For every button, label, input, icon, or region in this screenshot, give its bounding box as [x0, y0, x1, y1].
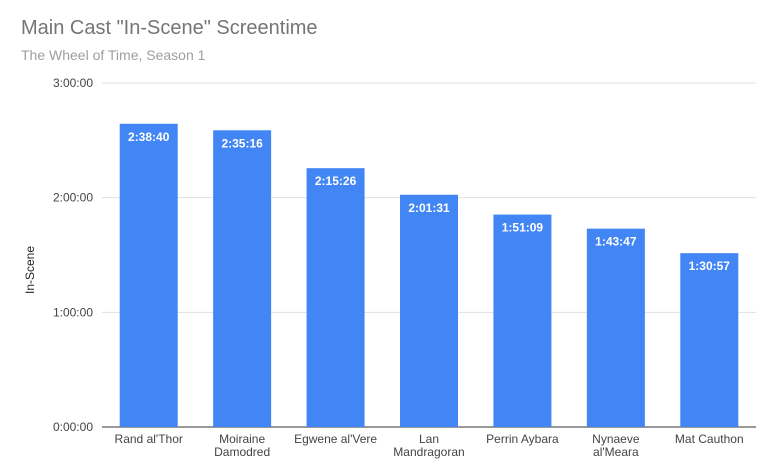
bar — [306, 168, 365, 427]
chart-subtitle: The Wheel of Time, Season 1 — [21, 47, 206, 63]
chart-title: Main Cast "In-Scene" Screentime — [21, 17, 318, 39]
bar-value-label: 1:43:47 — [595, 235, 637, 249]
data-labels: 2:38:40 2:35:16 2:15:26 2:01:31 1:51:09 1:43:… — [128, 130, 730, 273]
x-category-label: Rand al'Thor — [115, 432, 183, 446]
bar-value-label: 1:51:09 — [502, 221, 544, 235]
bars — [119, 123, 739, 428]
x-category-label: Moiraine Damodred — [214, 432, 270, 459]
y-tick-label: 0:00:00 — [53, 420, 93, 434]
bar-value-label: 1:30:57 — [689, 259, 731, 273]
bar — [400, 194, 458, 427]
x-category-label-line: Egwene al'Vere — [294, 432, 377, 446]
x-category-label: Egwene al'Vere — [294, 432, 377, 446]
x-category-label-line: Mandragoran — [393, 445, 464, 459]
y-tick-label: 3:00:00 — [53, 76, 93, 90]
bar-value-label: 2:38:40 — [128, 130, 170, 144]
x-category-label-line: Perrin Aybara — [486, 432, 559, 446]
x-category-label: Mat Cauthon — [675, 432, 744, 446]
bar — [586, 228, 645, 427]
bar-value-label: 2:01:31 — [408, 201, 450, 215]
bar — [119, 123, 178, 427]
x-category-label-line: Lan — [419, 432, 439, 446]
x-category-label: Lan Mandragoran — [393, 432, 464, 459]
x-category-label: Nynaeve al'Meara — [592, 432, 640, 459]
x-category-label: Perrin Aybara — [486, 432, 559, 446]
x-category-label-line: Nynaeve — [592, 432, 640, 446]
bar — [680, 253, 739, 427]
x-axis-categories: Rand al'Thor Moiraine Damodred Egwene al'Ve… — [115, 432, 744, 459]
y-tick-label: 1:00:00 — [53, 305, 93, 319]
bar-value-label: 2:15:26 — [315, 174, 357, 188]
y-tick-label: 2:00:00 — [53, 191, 93, 205]
bar — [213, 130, 272, 428]
x-category-label-line: Mat Cauthon — [675, 432, 744, 446]
x-category-label-line: Damodred — [214, 445, 270, 459]
bar — [493, 214, 552, 427]
x-category-label-line: Rand al'Thor — [115, 432, 183, 446]
x-category-label-line: Moiraine — [219, 432, 265, 446]
y-axis-label: In-Scene — [23, 246, 37, 294]
x-category-label-line: al'Meara — [593, 445, 639, 459]
y-axis-ticks: 0:00:00 1:00:00 2:00:00 3:00:00 — [53, 76, 93, 434]
bar-value-label: 2:35:16 — [221, 136, 263, 150]
